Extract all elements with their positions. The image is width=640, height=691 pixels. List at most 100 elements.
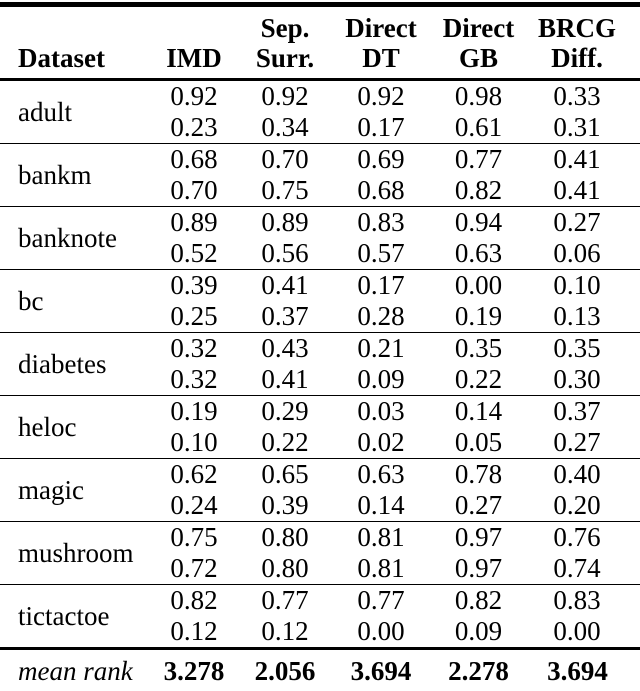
- metric-value: 0.75: [170, 522, 218, 552]
- metric-value: 0.10: [150, 427, 238, 459]
- metric-value: 0.72: [150, 553, 238, 585]
- metric-value: 0.24: [150, 490, 238, 522]
- metric-value: 0.27: [430, 490, 527, 522]
- metric-value: 0.70: [150, 175, 238, 207]
- column-header-dataset: Dataset: [0, 4, 150, 81]
- column-header-label: IMD: [166, 43, 222, 73]
- metric-value: 0.63: [357, 459, 405, 489]
- mean-rank-value-imd: 3.278: [150, 648, 238, 691]
- metric-value: 0.69: [357, 144, 405, 174]
- metric-value: 0.41: [527, 175, 640, 207]
- metric-value: 0.00: [332, 616, 430, 650]
- metric-value: 0.37: [553, 396, 601, 426]
- column-header-brcg-diff: BRCG Diff.: [527, 4, 640, 81]
- metric-value: 0.65: [261, 459, 309, 489]
- metric-value: 0.92: [357, 81, 405, 111]
- column-header-label-line1: Direct: [345, 13, 417, 43]
- metric-value: 0.82: [170, 585, 218, 615]
- metric-value: 0.12: [238, 616, 332, 650]
- metric-value: 0.37: [238, 301, 332, 333]
- metric-value: 0.68: [332, 175, 430, 207]
- metric-value: 0.02: [332, 427, 430, 459]
- metric-value: 0.17: [332, 112, 430, 144]
- metric-value: 0.82: [454, 585, 503, 615]
- metric-value: 0.19: [430, 301, 527, 333]
- column-header-label: Dataset: [18, 43, 105, 73]
- mean-rank-value-direct-dt: 3.694: [332, 648, 430, 691]
- dataset-name: bankm: [0, 143, 150, 207]
- mean-rank-value-brcg-diff: 3.694: [527, 648, 640, 691]
- mean-rank-label: mean rank: [0, 648, 150, 691]
- metric-value: 0.39: [170, 270, 218, 300]
- dataset-name: heloc: [0, 395, 150, 459]
- dataset-name: magic: [0, 458, 150, 522]
- column-header-label-line2: GB: [458, 43, 498, 73]
- metric-value: 0.09: [430, 616, 527, 650]
- metric-value: 0.10: [553, 270, 601, 300]
- metric-value: 0.92: [261, 81, 309, 111]
- metric-value: 0.89: [261, 207, 309, 237]
- column-header-imd: IMD: [150, 4, 238, 81]
- column-header-label-line2: Surr.: [255, 43, 315, 73]
- column-header-label-line2: Diff.: [551, 43, 603, 73]
- metric-value: 0.70: [261, 144, 309, 174]
- mean-rank-value-sep-surr: 2.056: [238, 648, 332, 691]
- metric-value: 0.29: [261, 396, 309, 426]
- dataset-name: mushroom: [0, 521, 150, 585]
- metric-value: 0.05: [430, 427, 527, 459]
- metric-value: 0.22: [430, 364, 527, 396]
- data-row: 0.10 0.22 0.02 0.05 0.27: [0, 427, 640, 459]
- metric-value: 0.34: [238, 112, 332, 144]
- metric-value: 0.77: [357, 585, 405, 615]
- metric-value: 0.00: [527, 616, 640, 650]
- mean-rank-row: mean rank 3.278 2.056 3.694 2.278 3.694: [0, 648, 640, 691]
- data-row: bc 0.39 0.41 0.17 0.00 0.10: [0, 269, 640, 333]
- column-header-label-line1: Sep.: [260, 13, 310, 43]
- metric-value: 0.89: [170, 207, 218, 237]
- metric-value: 0.77: [261, 585, 309, 615]
- metric-value: 0.80: [238, 553, 332, 585]
- data-row: 0.32 0.41 0.09 0.22 0.30: [0, 364, 640, 396]
- metric-value: 0.35: [454, 333, 503, 363]
- metric-value: 0.20: [527, 490, 640, 522]
- metric-value: 0.76: [553, 522, 601, 552]
- metric-value: 0.32: [170, 333, 218, 363]
- metric-value: 0.14: [454, 396, 503, 426]
- metric-value: 0.56: [238, 238, 332, 270]
- metric-value: 0.25: [150, 301, 238, 333]
- metric-value: 0.92: [170, 81, 218, 111]
- dataset-name: diabetes: [0, 332, 150, 396]
- data-row: 0.24 0.39 0.14 0.27 0.20: [0, 490, 640, 522]
- dataset-name: tictactoe: [0, 584, 150, 650]
- metric-value: 0.63: [430, 238, 527, 270]
- metric-value: 0.00: [454, 270, 503, 300]
- data-row: mushroom 0.75 0.80 0.81 0.97 0.76: [0, 521, 640, 585]
- metric-value: 0.41: [238, 364, 332, 396]
- data-row: magic 0.62 0.65 0.63 0.78 0.40: [0, 458, 640, 522]
- metric-value: 0.77: [454, 144, 503, 174]
- metric-value: 0.61: [430, 112, 527, 144]
- metric-value: 0.19: [170, 396, 218, 426]
- metric-value: 0.31: [527, 112, 640, 144]
- header-row: Dataset IMD Sep. Surr. Direct DT Direct …: [0, 4, 640, 81]
- column-header-label-line2: DT: [362, 43, 400, 73]
- data-row: heloc 0.19 0.29 0.03 0.14 0.37: [0, 395, 640, 459]
- mean-rank-value-direct-gb: 2.278: [430, 648, 527, 691]
- metric-value: 0.68: [170, 144, 218, 174]
- dataset-name: banknote: [0, 206, 150, 270]
- data-row: 0.12 0.12 0.00 0.09 0.00: [0, 616, 640, 650]
- data-row: 0.25 0.37 0.28 0.19 0.13: [0, 301, 640, 333]
- data-row: tictactoe 0.82 0.77 0.77 0.82 0.83: [0, 584, 640, 650]
- metric-value: 0.83: [357, 207, 405, 237]
- metric-value: 0.97: [430, 553, 527, 585]
- metric-value: 0.14: [332, 490, 430, 522]
- dataset-name: bc: [0, 269, 150, 333]
- metric-value: 0.33: [553, 81, 601, 111]
- metric-value: 0.41: [261, 270, 309, 300]
- metric-value: 0.75: [238, 175, 332, 207]
- metric-value: 0.22: [238, 427, 332, 459]
- metric-value: 0.39: [238, 490, 332, 522]
- metric-value: 0.78: [454, 459, 503, 489]
- metric-value: 0.40: [553, 459, 601, 489]
